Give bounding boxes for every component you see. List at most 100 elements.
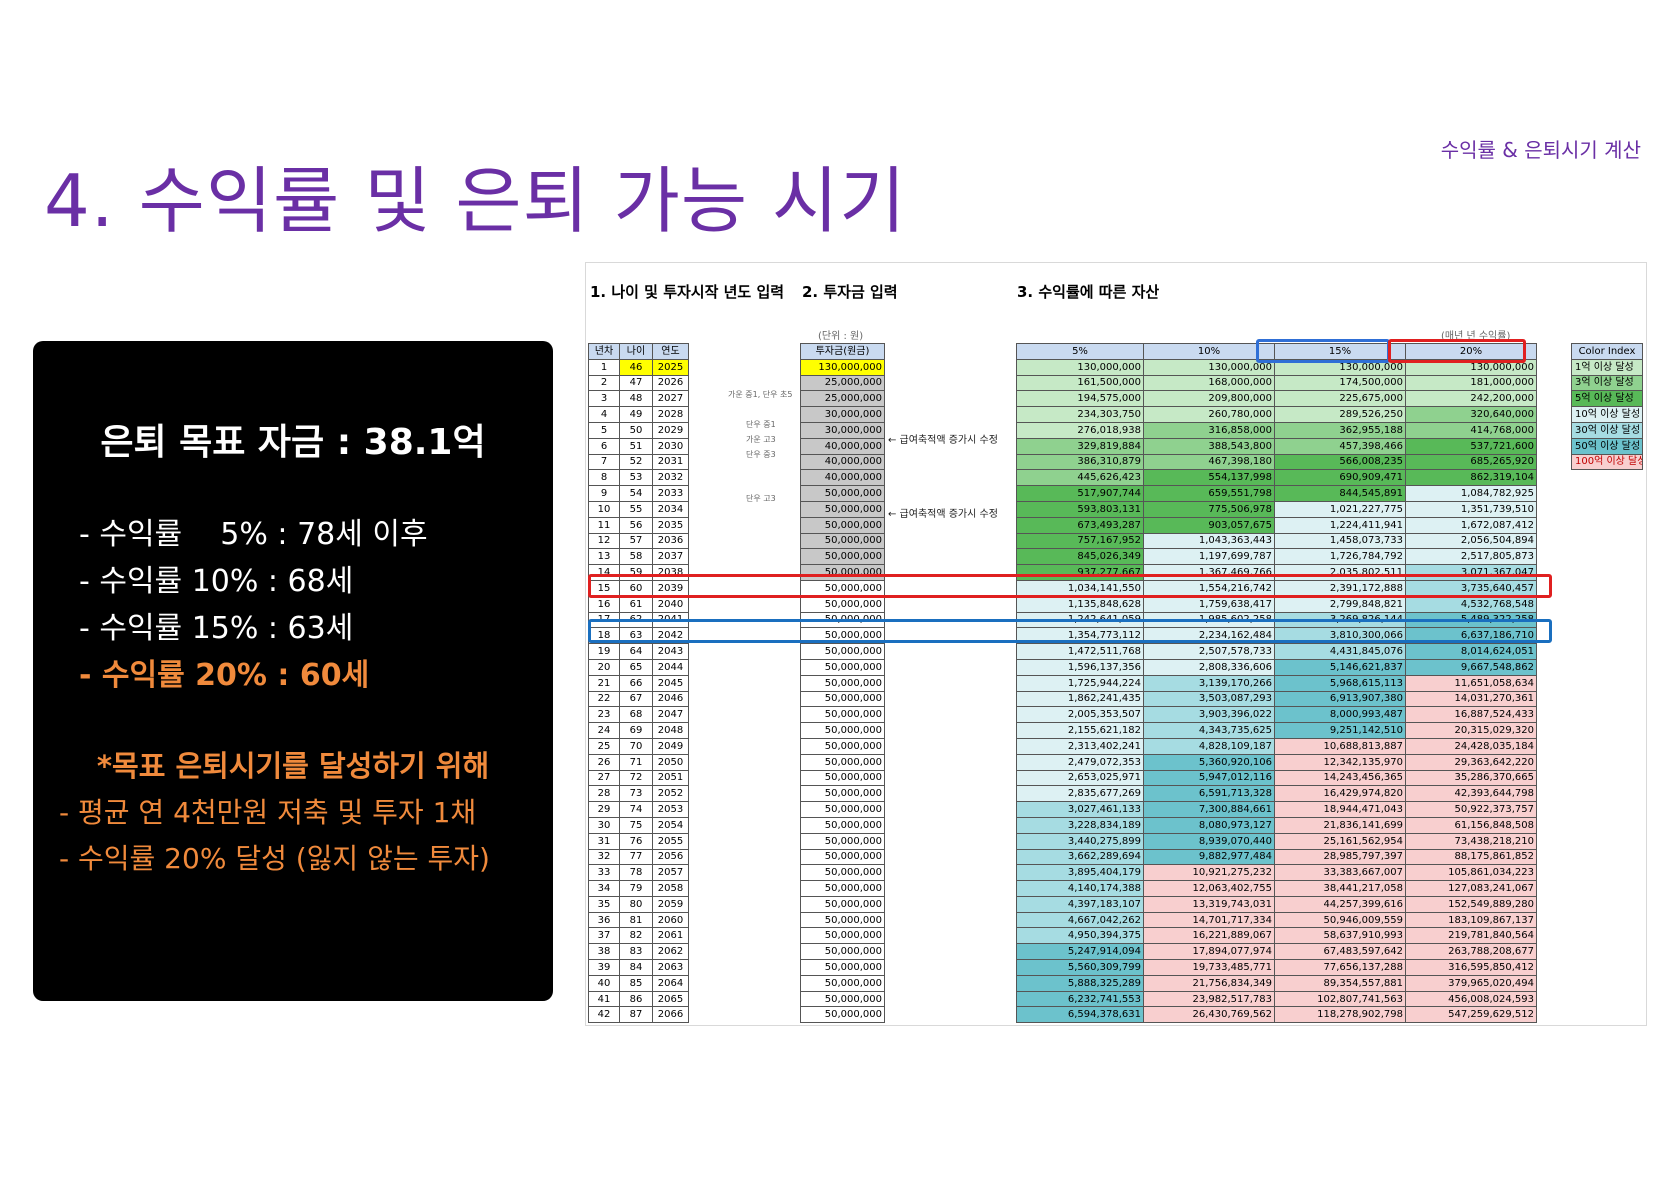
cell: 34 [588,880,620,897]
cell: 8,000,993,487 [1274,706,1406,724]
cell: 8 [588,469,620,487]
table-row: 50,000,000 [800,579,885,597]
cell: 67,483,597,642 [1274,943,1406,961]
cell: 209,800,000 [1143,390,1275,408]
cell: 2,056,504,894 [1405,532,1537,550]
cell: 42 [588,1006,620,1024]
cell: 67 [619,690,653,708]
cell: 2,234,162,484 [1143,627,1275,645]
table-row: 673,493,287 903,057,675 1,224,411,941 1,672… [1016,516,1537,534]
cell: 15 [588,579,620,597]
cell: 242,200,000 [1405,390,1537,408]
cell: 4,140,174,388 [1016,880,1144,897]
table-row: 50,000,000 [800,722,885,739]
cell: 66 [619,674,653,692]
cell: 1,725,944,224 [1016,674,1144,692]
cell: 2,155,621,182 [1016,722,1144,739]
cell: 24 [588,722,620,739]
table-row: 50,000,000 [800,532,885,550]
color-index-row: 30억 이상 달성 [1571,421,1643,439]
table-row: 50,000,000 [800,864,885,882]
color-index-item: 10억 이상 달성 [1571,406,1643,423]
table-row: 445,626,423 554,137,998 690,909,471 862,319… [1016,469,1537,487]
table-row: 50,000,000 [800,737,885,755]
cell: 61,156,848,508 [1405,816,1537,834]
table-row: 2,479,072,353 5,360,920,106 12,342,135,970… [1016,753,1537,771]
cell: 9 [588,485,620,502]
color-index-item: 3억 이상 달성 [1571,374,1643,392]
cell: 130,000,000 [1274,358,1406,376]
table-row: 1,354,773,112 2,234,162,484 3,810,300,066 6… [1016,627,1537,645]
col-header: 나이 [619,343,653,360]
cell: 48 [619,390,653,408]
cell: 1,354,773,112 [1016,627,1144,645]
cell: 87 [619,1006,653,1024]
cell: 260,780,000 [1143,406,1275,423]
section-age-input: 1. 나이 및 투자시작 년도 입력 [590,283,785,301]
cell: 30,000,000 [800,406,885,423]
rate-item-highlight: - 수익률 20% : 60세 [79,658,370,693]
cell: 53 [619,469,653,487]
rate-note: (매년 년 수익률) [1441,331,1511,342]
rate-item: - 수익률 5% : 78세 이후 [79,517,428,552]
cell: 5,968,615,113 [1274,674,1406,692]
cell: 127,083,241,067 [1405,880,1537,897]
cell: 386,310,879 [1016,453,1144,471]
cell: 414,768,000 [1405,421,1537,439]
cell: 2059 [652,895,689,913]
table-row: 50,000,000 [800,769,885,787]
cell: 11,651,058,634 [1405,674,1537,692]
cell: 4,950,394,375 [1016,927,1144,945]
cell: 289,526,250 [1274,406,1406,423]
cell: 1,242,641,059 [1016,611,1144,629]
arrow-note: ← 급여축적액 증가시 수정 [888,509,998,520]
cell: 50,000,000 [800,643,885,660]
table-row: 32 77 2056 [588,848,689,866]
goal-note: *목표 은퇴시기를 달성하기 위해 [96,749,490,783]
side-note: 단우 중1 [746,420,776,429]
table-row: 50,000,000 [800,658,885,676]
table-row: 517,907,744 659,551,798 844,545,891 1,084,7… [1016,485,1537,502]
cell: 445,626,423 [1016,469,1144,487]
cell: 54 [619,485,653,502]
cell: 690,909,471 [1274,469,1406,487]
cell: 78 [619,864,653,882]
table-row: 2,155,621,182 4,343,735,625 9,251,142,510 2… [1016,722,1537,739]
cell: 2063 [652,959,689,976]
cell: 7,300,884,661 [1143,801,1275,818]
cell: 130,000,000 [800,358,885,376]
cell: 18,944,471,043 [1274,801,1406,818]
cell: 14,701,717,334 [1143,911,1275,929]
rate-item: - 수익률 10% : 68세 [79,564,354,599]
table-row: 50,000,000 [800,801,885,818]
cell: 3,895,404,179 [1016,864,1144,882]
cell: 2035 [652,516,689,534]
cell: 50,000,000 [800,658,885,676]
cell: 1 [588,358,620,376]
cell: 2042 [652,627,689,645]
cell: 844,545,891 [1274,485,1406,502]
cell: 81 [619,911,653,929]
cell: 50,000,000 [800,959,885,976]
table-row: 50,000,000 [800,943,885,961]
cell: 168,000,000 [1143,374,1275,392]
cell: 234,303,750 [1016,406,1144,423]
cell: 2032 [652,469,689,487]
cell: 2 [588,374,620,392]
cell: 6,594,378,631 [1016,1006,1144,1024]
table-row: 234,303,750 260,780,000 289,526,250 320,640… [1016,406,1537,423]
cell: 4,828,109,187 [1143,737,1275,755]
col-header: 연도 [652,343,689,360]
cell: 16,887,524,433 [1405,706,1537,724]
cell: 75 [619,816,653,834]
table-row: 1,135,848,628 1,759,638,417 2,799,848,821 4… [1016,595,1537,613]
table-row: 1,034,141,550 1,554,216,742 2,391,172,888 3… [1016,579,1537,597]
cell: 7 [588,453,620,471]
cell: 105,861,034,223 [1405,864,1537,882]
asset-table: 5% 10% 15% 20% 130,000,000 130,000,000 130… [1016,343,1537,1024]
table-row: 161,500,000 168,000,000 174,500,000 181,000… [1016,374,1537,392]
cell: 2030 [652,437,689,455]
cell: 174,500,000 [1274,374,1406,392]
table-row: 5,247,914,094 17,894,077,974 67,483,597,64… [1016,943,1537,961]
side-note: 단우 고3 [746,494,776,503]
